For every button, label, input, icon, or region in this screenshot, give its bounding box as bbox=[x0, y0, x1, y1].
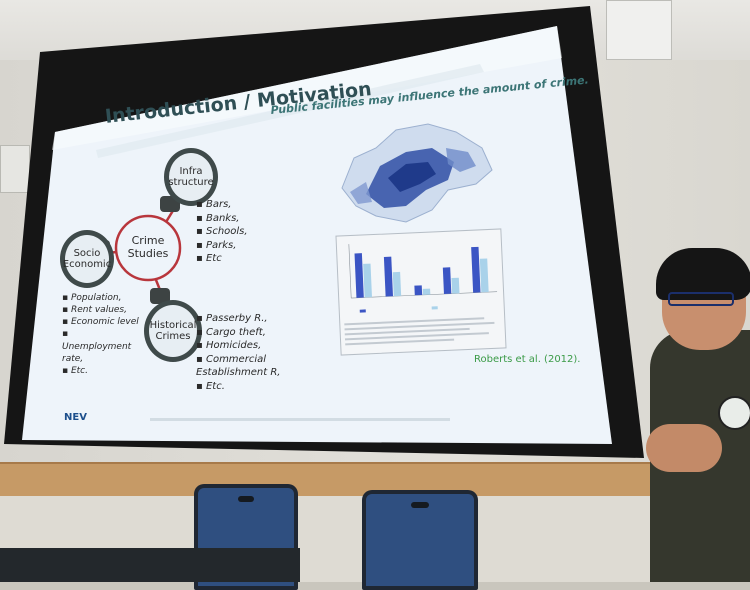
list-item: Rent values, bbox=[62, 304, 139, 316]
presenter-hands bbox=[646, 424, 722, 472]
list-item: Parks, bbox=[196, 239, 248, 253]
bar-chart-figure bbox=[335, 228, 507, 356]
speaker-box bbox=[606, 0, 672, 60]
bar-4-series-1 bbox=[479, 258, 489, 293]
presenter-glasses bbox=[668, 292, 734, 306]
list-item: Cargo theft, bbox=[196, 326, 296, 340]
list-item: Schools, bbox=[196, 225, 248, 239]
bar-0-series-0 bbox=[354, 253, 364, 298]
crime-density-map bbox=[341, 123, 493, 223]
citation: Roberts et al. (2012). bbox=[474, 354, 581, 365]
node-infrastructure: Infra structure bbox=[164, 148, 218, 206]
infra-list: Bars, Banks, Schools, Parks, Etc bbox=[196, 198, 248, 266]
list-item: Banks, bbox=[196, 212, 248, 226]
center-ring bbox=[114, 214, 182, 282]
bar-2-series-0 bbox=[414, 285, 423, 296]
bar-chart bbox=[348, 244, 498, 313]
socio-list: Population, Rent values, Economic level … bbox=[62, 292, 139, 377]
list-item: Etc. bbox=[196, 380, 296, 394]
bar-1-series-0 bbox=[383, 256, 393, 297]
bar-1-series-1 bbox=[392, 271, 402, 297]
bar-0-series-1 bbox=[363, 263, 372, 298]
list-item: Commercial Establishment R, bbox=[196, 353, 296, 380]
legend-swatch-light bbox=[431, 306, 438, 310]
bar-4-series-0 bbox=[471, 246, 481, 293]
presenter-badge bbox=[718, 396, 750, 430]
presenter-hair bbox=[656, 248, 750, 300]
table bbox=[0, 548, 300, 582]
slide-header-band bbox=[52, 26, 562, 150]
chart-caption-lines bbox=[344, 314, 501, 349]
node-historical-crimes: Historical Crimes bbox=[144, 300, 202, 362]
footer-logo: NEV bbox=[64, 412, 87, 423]
y-axis bbox=[348, 244, 352, 299]
bar-3-series-1 bbox=[451, 277, 460, 294]
node-socio-economic: Socio Economic bbox=[60, 230, 114, 288]
chair-right bbox=[362, 490, 478, 590]
list-item: Homicides, bbox=[196, 339, 296, 353]
list-item: Etc. bbox=[62, 365, 139, 377]
list-item: Population, bbox=[62, 292, 139, 304]
title-shadow-band bbox=[96, 64, 484, 158]
bar-2-series-1 bbox=[422, 288, 431, 295]
legend-swatch-dark bbox=[359, 309, 366, 313]
list-item: Economic level bbox=[62, 316, 139, 328]
list-item: Etc bbox=[196, 252, 248, 266]
historical-list: Passerby R., Cargo theft, Homicides, Com… bbox=[196, 312, 296, 393]
list-item: Unemployment rate, bbox=[62, 328, 132, 364]
list-item: Bars, bbox=[196, 198, 248, 212]
list-item: Passerby R., bbox=[196, 312, 296, 326]
footer-text-line bbox=[150, 418, 450, 421]
bar-3-series-0 bbox=[442, 267, 452, 295]
node-crime-studies: Crime Studies bbox=[127, 234, 169, 260]
